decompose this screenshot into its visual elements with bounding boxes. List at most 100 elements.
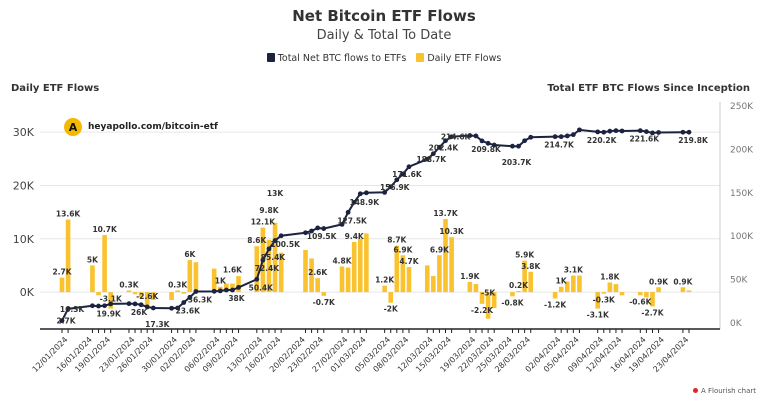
total-flow-point: [357, 191, 363, 197]
total-flow-point: [230, 287, 235, 293]
logo: A heyapollo.com/bitcoin-etf: [64, 118, 218, 136]
total-flow-point: [394, 177, 400, 183]
daily-flow-bar: [449, 237, 454, 293]
daily-flow-bar: [406, 267, 412, 293]
total-flow-point: [564, 133, 570, 139]
daily-flow-bar: [686, 290, 692, 293]
legend-item-daily[interactable]: Daily ETF Flows: [416, 53, 501, 64]
total-flow-point: [510, 143, 515, 149]
daily-flow-bar: [522, 260, 527, 293]
daily-flow-bar: [552, 292, 558, 299]
daily-flow-bar: [431, 276, 436, 293]
daily-flow-label: 4.7K: [399, 257, 419, 266]
chart-title: Net Bitcoin ETF Flows: [292, 7, 476, 25]
daily-flow-bar: [266, 239, 272, 293]
daily-flow-bar: [656, 287, 661, 293]
daily-flow-bar: [315, 278, 320, 293]
daily-flow-bar: [65, 219, 71, 293]
daily-flow-label: 6K: [184, 250, 196, 259]
total-flow-point: [102, 303, 108, 309]
daily-flow-bar: [175, 290, 180, 293]
total-flow-label: 72.4K: [255, 264, 281, 273]
total-flow-point: [613, 128, 619, 134]
total-flow-label: 214.7K: [544, 141, 575, 150]
daily-flow-label: 1.8K: [600, 272, 620, 281]
total-flow-label: 19.9K: [96, 310, 122, 319]
daily-flow-label: 10.7K: [92, 225, 118, 234]
daily-flow-label: 6.9K: [393, 245, 413, 254]
daily-flow-label: -1.2K: [544, 300, 567, 309]
daily-flow-bar: [138, 292, 144, 298]
total-flow-point: [516, 143, 521, 149]
flourish-dot-icon: [692, 388, 698, 393]
total-flow-label: 221.6K: [630, 135, 661, 144]
daily-flow-label: 8.7K: [387, 236, 407, 245]
total-flow-point: [59, 318, 65, 324]
total-flow-point: [223, 287, 229, 293]
daily-flow-bar: [424, 265, 430, 293]
daily-flow-bar: [528, 271, 534, 293]
total-flow-point: [266, 246, 272, 252]
daily-flow-label: 3.8K: [521, 262, 541, 271]
daily-flow-bar: [193, 262, 199, 293]
left-axis-tick: 20K: [13, 179, 35, 192]
total-flow-line: [61, 128, 689, 322]
left-axis-tick: 0K: [20, 286, 35, 299]
daily-flow-bar: [303, 249, 308, 293]
daily-flow-bar: [211, 268, 217, 293]
daily-flow-label: 2.6K: [308, 268, 328, 277]
left-axis-tick: 30K: [13, 126, 35, 139]
legend-label-total: Total Net BTC flows to ETFs: [277, 53, 407, 64]
legend-swatch-total: [266, 53, 275, 62]
legend-item-total[interactable]: Total Net BTC flows to ETFs: [266, 53, 407, 64]
legend-label-daily: Daily ETF Flows: [427, 53, 502, 64]
daily-flow-label: -3.1K: [587, 311, 610, 320]
total-flow-label: 127.5K: [337, 216, 368, 225]
daily-flow-bar: [644, 292, 649, 298]
total-flow-point: [217, 288, 223, 294]
daily-flow-bar: [181, 292, 187, 294]
total-flow-point: [467, 133, 473, 138]
daily-flow-bar: [309, 258, 314, 293]
daily-flow-bar: [351, 241, 357, 293]
daily-flow-label: 1.6K: [223, 266, 243, 275]
total-flow-point: [437, 144, 442, 150]
total-flow-label: 100.5K: [270, 240, 301, 249]
daily-flow-bar: [364, 233, 369, 293]
daily-flow-bar: [236, 276, 241, 293]
daily-flow-label: 12.1K: [251, 218, 277, 227]
daily-flow-label: -0.3K: [593, 296, 616, 305]
total-flow-label: 16.3K: [60, 305, 86, 314]
total-flow-point: [321, 226, 327, 231]
total-flow-point: [345, 209, 351, 215]
total-flow-label: 85.4K: [261, 253, 287, 262]
total-flow-label: 50.4K: [249, 283, 275, 292]
total-flow-point: [473, 133, 479, 139]
daily-flow-label: 1K: [556, 277, 568, 286]
daily-flow-label: 0.9K: [649, 277, 669, 286]
total-flow-point: [656, 130, 661, 135]
daily-flow-bar: [59, 277, 65, 293]
total-flow-label: 38K: [228, 294, 245, 303]
daily-flow-bar: [571, 275, 576, 293]
flourish-credit[interactable]: A Flourish chart: [692, 387, 756, 395]
total-flow-point: [686, 129, 692, 135]
daily-flow-label: -2.2K: [471, 306, 494, 315]
total-flow-point: [577, 127, 582, 133]
daily-flow-label: 5.9K: [515, 251, 535, 260]
total-flow-point: [138, 302, 144, 308]
daily-flow-bar: [382, 285, 387, 293]
total-flow-point: [169, 305, 174, 311]
total-flow-point: [150, 305, 156, 311]
daily-flow-bar: [108, 292, 113, 309]
daily-flow-bar: [272, 222, 278, 293]
total-flow-point: [339, 221, 345, 227]
total-flow-label: 23.6K: [176, 307, 202, 316]
logo-icon: A: [64, 118, 82, 136]
total-flow-point: [315, 225, 321, 231]
total-flow-point: [96, 303, 101, 309]
left-axis-tick: 10K: [13, 233, 35, 246]
daily-flow-bar: [187, 260, 193, 293]
total-flow-point: [108, 301, 114, 307]
daily-flow-bar: [473, 284, 479, 293]
